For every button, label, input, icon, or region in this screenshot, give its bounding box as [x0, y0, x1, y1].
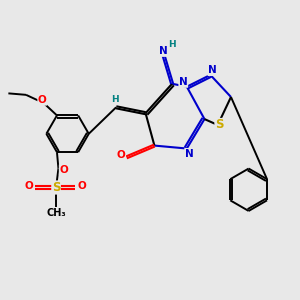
Text: O: O [77, 181, 86, 191]
Text: S: S [52, 181, 60, 194]
Text: S: S [215, 118, 224, 131]
Text: O: O [24, 181, 33, 191]
Text: O: O [117, 150, 125, 160]
Text: O: O [59, 165, 68, 175]
Text: H: H [111, 94, 118, 103]
Text: O: O [38, 95, 46, 105]
Text: N: N [185, 148, 194, 158]
Text: CH₃: CH₃ [46, 208, 66, 218]
Text: N: N [159, 46, 168, 56]
Text: N: N [208, 65, 217, 76]
Text: H: H [168, 40, 175, 50]
Text: N: N [179, 77, 188, 87]
